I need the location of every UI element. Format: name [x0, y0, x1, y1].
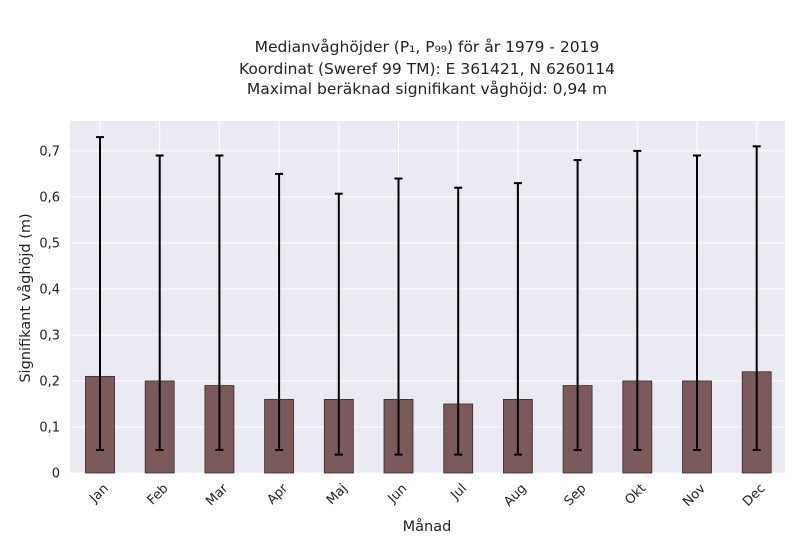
x-tick-label: Sep	[561, 481, 589, 509]
x-tick-label: Mar	[203, 481, 231, 509]
y-tick-label: 0,4	[39, 282, 60, 297]
error-bar	[633, 149, 642, 451]
error-bar	[215, 154, 224, 451]
x-tick-label: Aug	[501, 481, 530, 510]
y-tick-label: 0,3	[39, 328, 60, 343]
x-tick-label: Jul	[448, 481, 470, 503]
chart-title: Medianvåghöjder (P₁, P₉₉) för år 1979 - …	[239, 38, 615, 98]
error-bar	[96, 136, 104, 451]
chart-title-line-3: Maximal beräknad signifikant våghöjd: 0,…	[247, 80, 607, 98]
y-axis-label: Signifikant våghöjd (m)	[17, 213, 34, 382]
x-tick-label: Dec	[740, 481, 768, 509]
x-tick-label: Feb	[145, 481, 172, 508]
x-axis-ticks: Jan Feb Mar Apr Maj Jun Jul Aug Sep Okt Nov Dec	[86, 481, 768, 510]
y-tick-label: 0,7	[39, 144, 60, 159]
error-bar	[454, 186, 463, 456]
y-tick-label: 0,2	[39, 374, 60, 389]
x-tick-label: Okt	[622, 481, 649, 508]
error-bar	[693, 154, 701, 451]
error-bar	[394, 177, 403, 456]
error-bar	[752, 145, 761, 451]
y-tick-label: 0,5	[39, 236, 60, 251]
x-tick-label: Jan	[86, 481, 111, 506]
error-bars	[96, 136, 761, 456]
x-tick-label: Jun	[385, 481, 411, 507]
x-axis-label: Månad	[403, 518, 452, 535]
x-tick-label: Apr	[264, 481, 291, 508]
plot-area	[70, 121, 785, 473]
error-bar	[513, 182, 522, 456]
error-bar	[155, 154, 164, 451]
error-bar	[334, 192, 343, 456]
y-axis-ticks: 0 0,1 0,2 0,3 0,4 0,5 0,6 0,7	[39, 144, 60, 481]
error-bar	[275, 172, 284, 451]
chart-title-line-2: Koordinat (Sweref 99 TM): E 361421, N 62…	[239, 60, 615, 78]
error-bar	[573, 159, 582, 451]
chart-title-line-1: Medianvåghöjder (P₁, P₉₉) för år 1979 - …	[255, 38, 600, 56]
y-tick-label: 0	[52, 467, 60, 482]
y-tick-label: 0,6	[39, 190, 60, 205]
x-tick-label: Maj	[324, 481, 351, 508]
x-tick-label: Nov	[680, 481, 709, 510]
y-tick-label: 0,1	[39, 420, 60, 435]
